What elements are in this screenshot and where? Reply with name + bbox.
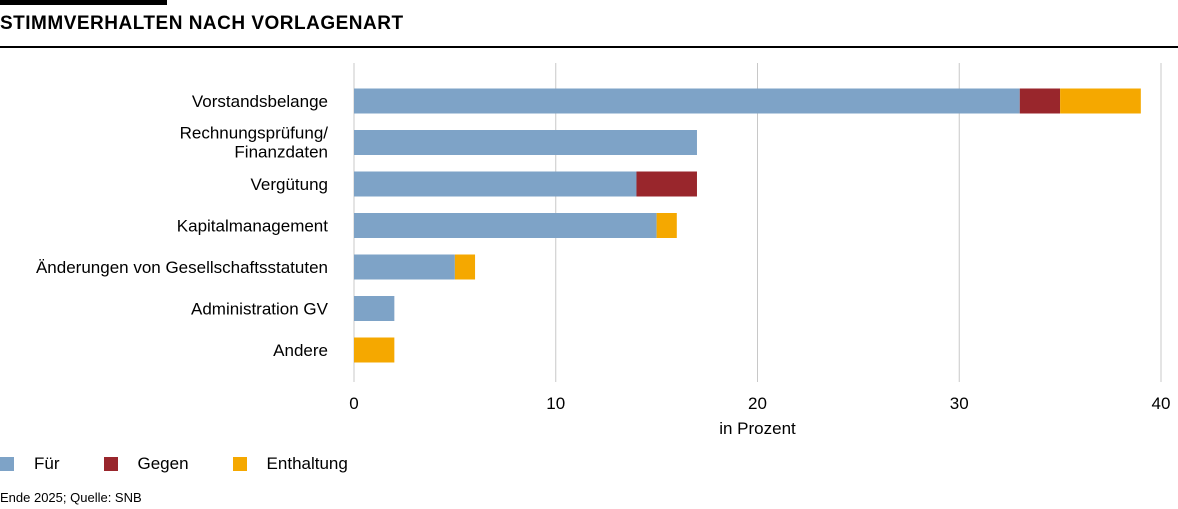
legend-swatch-fuer — [0, 457, 14, 471]
legend-swatch-enthaltung — [232, 457, 247, 471]
x-tick-label-10: 10 — [546, 394, 565, 413]
category-label-3: Kapitalmanagement — [177, 217, 328, 236]
category-label-6: Andere — [273, 341, 328, 360]
legend-label-gegen: Gegen — [137, 454, 189, 473]
source-note: Ende 2025; Quelle: SNB — [0, 490, 142, 505]
category-label-4: Änderungen von Gesellschaftsstatuten — [36, 258, 328, 277]
legend-item-fuer: Für — [0, 454, 60, 474]
legend-item-gegen: Gegen — [103, 454, 189, 474]
x-tick-label-0: 0 — [349, 394, 358, 413]
legend-item-enthaltung: Enthaltung — [232, 454, 348, 474]
bar-0-gegen — [1019, 88, 1061, 114]
x-tick-label-20: 20 — [748, 394, 767, 413]
x-axis-title: in Prozent — [719, 419, 796, 438]
bar-0-enthaltung — [1060, 88, 1141, 114]
bar-2-gegen — [636, 171, 697, 197]
category-label-1: Rechnungsprüfung/Finanzdaten — [180, 124, 329, 162]
category-label-5: Administration GV — [191, 300, 329, 319]
category-label-0: Vorstandsbelange — [192, 92, 328, 111]
bar-4-für — [354, 254, 455, 280]
bar-5-für — [354, 296, 395, 321]
legend-swatch-gegen — [103, 457, 118, 471]
legend-label-fuer: Für — [34, 454, 60, 473]
bar-3-enthaltung — [656, 213, 677, 238]
x-tick-label-40: 40 — [1152, 394, 1171, 413]
bar-0-für — [354, 88, 1020, 114]
x-tick-label-30: 30 — [950, 394, 969, 413]
legend-label-enthaltung: Enthaltung — [266, 454, 348, 473]
bar-3-für — [354, 213, 657, 238]
bar-1-für — [354, 130, 697, 155]
chart-title: STIMMVERHALTEN NACH VORLAGENART — [0, 13, 404, 34]
bar-6-enthaltung — [354, 337, 395, 363]
title-divider — [0, 46, 1178, 48]
bar-2-für — [354, 171, 637, 197]
title-accent-bar — [0, 0, 167, 5]
legend: Für Gegen Enthaltung — [0, 454, 392, 474]
category-label-2: Vergütung — [250, 175, 328, 194]
bar-4-enthaltung — [454, 254, 476, 280]
